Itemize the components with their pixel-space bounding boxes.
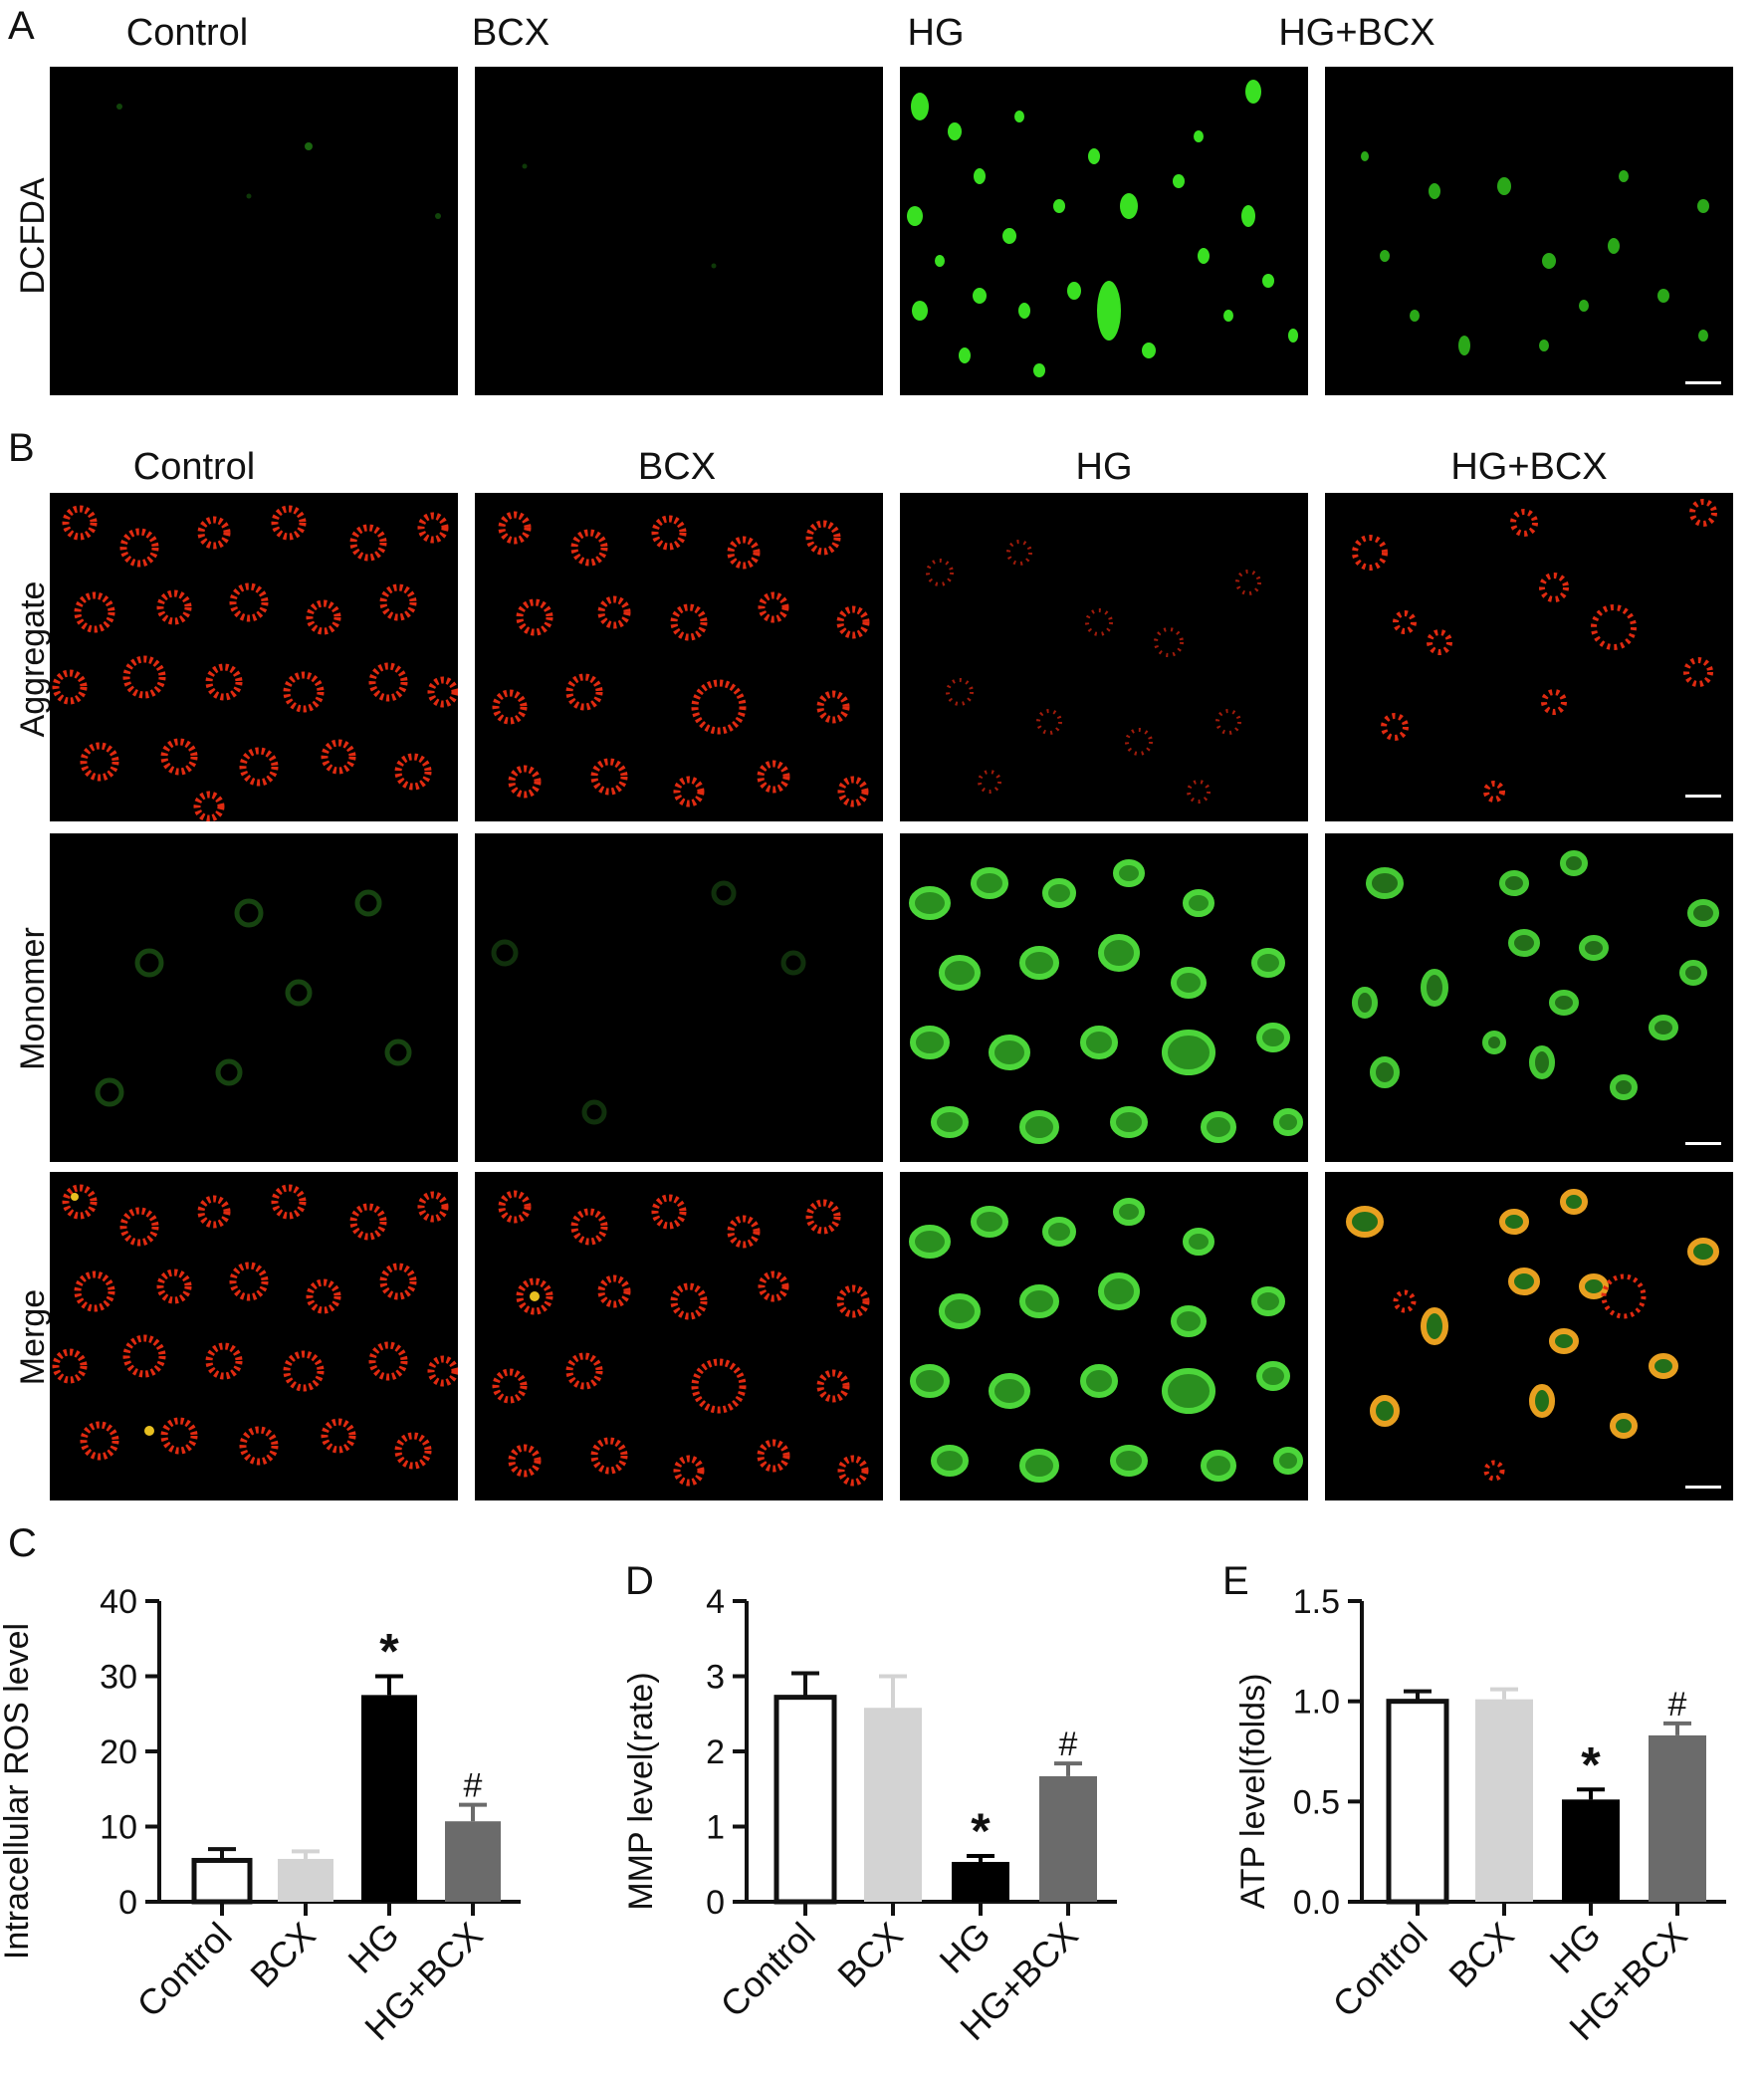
y-tick-label: 20	[100, 1733, 137, 1771]
micrograph-merge-hg-bcx	[1325, 1172, 1733, 1500]
y-tick-label: 0	[706, 1884, 725, 1922]
micrograph-monomer-bcx	[475, 833, 883, 1162]
panel-b-column-label-bcx: BCX	[637, 446, 717, 488]
significance-mark: #	[1668, 1686, 1687, 1724]
x-tick-label: Control	[129, 1915, 240, 2025]
y-tick-label: 0	[118, 1884, 137, 1922]
x-tick-label: HG	[1541, 1915, 1608, 1981]
bar-bcx	[864, 1708, 922, 1902]
bar-bcx	[1475, 1699, 1533, 1902]
significance-mark: #	[1059, 1726, 1078, 1763]
panel-b-row-label-monomer: Monomer	[14, 927, 52, 1070]
micrograph-dcfda-hg	[900, 67, 1308, 395]
x-tick-label: Control	[1325, 1915, 1435, 2025]
y-tick-label: 10	[100, 1809, 137, 1847]
y-axis-label: MMP level(rate)	[622, 1672, 660, 1910]
micrograph-merge-control	[50, 1172, 458, 1500]
significance-mark: #	[464, 1767, 483, 1805]
micrograph-aggregate-control	[50, 493, 458, 821]
micrograph-monomer-control	[50, 833, 458, 1162]
panel-a-row-label-dcfda: DCFDA	[14, 177, 52, 295]
y-tick-label: 30	[100, 1659, 137, 1697]
x-tick-label: HG	[931, 1915, 997, 1981]
micrograph-aggregate-hg	[900, 493, 1308, 821]
micrograph-aggregate-hg-bcx	[1325, 493, 1733, 821]
y-axis-label: Intracellular ROS level	[0, 1623, 36, 1960]
chart-e-plot: 0.0 0.5 1.0 1.5 ATP level(folds) Control BCX * H…	[1234, 1583, 1726, 2048]
micrograph-merge-bcx	[475, 1172, 883, 1500]
panel-a-column-label-control: Control	[125, 12, 249, 54]
significance-mark: *	[379, 1624, 399, 1680]
micrograph-dcfda-control	[50, 67, 458, 395]
panel-a-column-label-hg: HG	[907, 12, 965, 54]
chart-c-intracellular-ros: 0 10 20 30 40 Intracellular ROS level Control B…	[0, 1583, 521, 2048]
chart-e-atp-level: 0.0 0.5 1.0 1.5 ATP level(folds) Control BCX * H…	[1234, 1583, 1726, 2048]
bar-control	[191, 1857, 253, 1905]
y-tick-label: 1	[706, 1809, 725, 1847]
panel-b-column-label-control: Control	[132, 446, 256, 488]
y-tick-label: 40	[100, 1583, 137, 1621]
chart-c-plot: 0 10 20 30 40 Intracellular ROS level Control B…	[0, 1583, 521, 2048]
panel-e-letter: E	[1222, 1559, 1249, 1603]
panel-a-letter: A	[8, 4, 35, 48]
bar-hg-bcx	[1649, 1734, 1706, 1902]
panel-c-letter: C	[8, 1521, 37, 1565]
x-tick-label: BCX	[242, 1915, 323, 1995]
y-tick-label: 2	[706, 1733, 725, 1771]
micrograph-dcfda-hg-bcx	[1325, 67, 1733, 395]
bar-hg	[952, 1861, 1009, 1902]
bar-control	[1386, 1699, 1449, 1905]
panel-b-row-label-merge: Merge	[14, 1288, 52, 1386]
y-tick-label: 0.5	[1293, 1783, 1340, 1821]
bar-hg-bcx	[445, 1821, 501, 1902]
bar-hg	[1562, 1799, 1620, 1902]
significance-mark: *	[1581, 1736, 1601, 1792]
panel-a-column-label-hg-bcx: HG+BCX	[1278, 12, 1435, 54]
micrograph-aggregate-bcx	[475, 493, 883, 821]
y-tick-label: 4	[706, 1583, 725, 1621]
x-tick-label: BCX	[1440, 1915, 1521, 1995]
micrograph-merge-hg	[900, 1172, 1308, 1500]
bar-hg	[361, 1695, 417, 1902]
panel-b-column-label-hg: HG	[1075, 446, 1133, 488]
y-tick-label: 0.0	[1293, 1884, 1340, 1922]
panel-b-column-label-hg-bcx: HG+BCX	[1450, 446, 1608, 488]
significance-mark: *	[971, 1803, 991, 1859]
bar-control	[773, 1695, 837, 1905]
panel-b-letter: B	[8, 426, 35, 470]
y-tick-label: 3	[706, 1659, 725, 1697]
micrograph-monomer-hg-bcx	[1325, 833, 1733, 1162]
x-tick-label: Control	[713, 1915, 823, 2025]
y-tick-label: 1.0	[1293, 1684, 1340, 1722]
bar-hg-bcx	[1039, 1775, 1097, 1902]
micrograph-dcfda-bcx	[475, 67, 883, 395]
x-tick-label: HG	[339, 1915, 406, 1981]
panel-b-row-label-aggregate: Aggregate	[14, 580, 52, 738]
micrograph-monomer-hg	[900, 833, 1308, 1162]
panel-a-column-label-bcx: BCX	[471, 12, 551, 54]
x-tick-label: BCX	[829, 1915, 910, 1995]
y-tick-label: 1.5	[1293, 1583, 1340, 1621]
y-axis-label: ATP level(folds)	[1234, 1674, 1272, 1910]
panel-d-letter: D	[625, 1559, 654, 1603]
bar-bcx	[278, 1858, 333, 1902]
